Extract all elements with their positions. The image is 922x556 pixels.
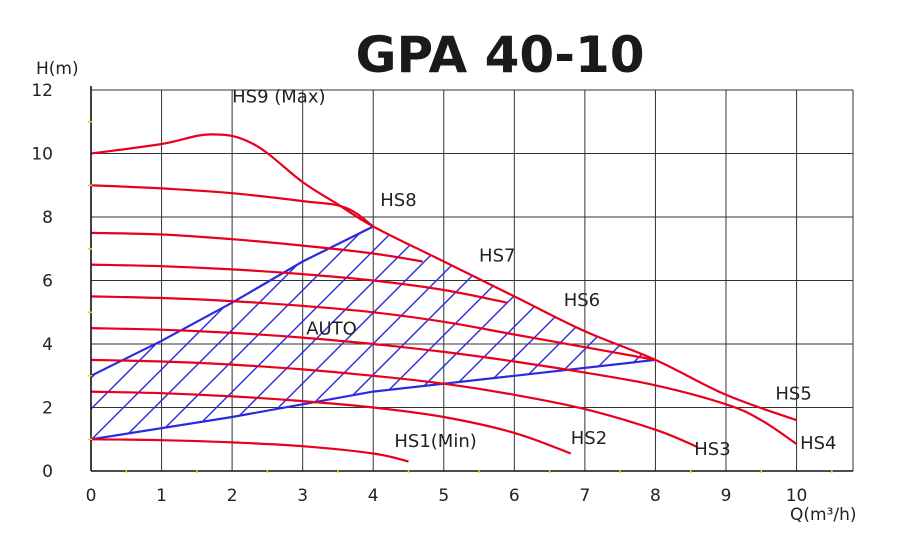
y-tick-label: 8 (42, 208, 53, 228)
hatch-line (121, 226, 423, 440)
series-line (90, 295, 656, 361)
x-tick-label: 6 (509, 486, 520, 506)
series-line (90, 184, 374, 228)
x-tick-label: 4 (368, 486, 379, 506)
hatch-line (369, 226, 656, 440)
hatch-line (91, 226, 361, 440)
series-line (90, 133, 797, 422)
x-tick-label: 3 (297, 486, 308, 506)
hatch-line (91, 226, 392, 440)
curve-label: HS5 (775, 384, 811, 405)
x-tick-label: 2 (227, 486, 238, 506)
hatch-line (0, 171, 81, 471)
x-tick-label: 9 (721, 486, 732, 506)
hatch-line (245, 226, 547, 440)
curve-label: HS7 (479, 245, 515, 266)
x-tick-label: 10 (786, 486, 808, 506)
auto-boundary-line (90, 358, 656, 441)
hatch-line (0, 171, 19, 471)
hatch-line (680, 171, 922, 471)
hatch-line (648, 226, 656, 440)
hatch-line (462, 226, 656, 440)
hatch-lines (0, 171, 922, 471)
series-line (90, 327, 798, 445)
series-line (90, 231, 423, 263)
hatch-line (897, 171, 922, 471)
y-tick-label: 12 (31, 81, 53, 101)
hatch-line (835, 171, 922, 471)
hatch-line (711, 171, 922, 471)
hatch-line (555, 226, 656, 440)
x-tick-label: 8 (650, 486, 661, 506)
hatch-line (524, 226, 656, 440)
curve-label: HS8 (380, 190, 416, 211)
curve-label: HS9 (Max) (232, 87, 325, 108)
auto-boundary-line (90, 225, 374, 377)
y-tick-label: 2 (42, 399, 53, 419)
y-tick-label: 4 (42, 335, 53, 355)
hatch-line (773, 171, 922, 471)
grid (91, 89, 854, 471)
hatch-line (866, 171, 922, 471)
curve-label: AUTO (306, 318, 357, 339)
hatch-line (214, 226, 516, 440)
hatch-line (617, 226, 656, 440)
chart-title: GPA 40-10 (355, 26, 644, 84)
series-line (90, 390, 572, 455)
hatch-line (91, 226, 237, 440)
hatch-line (586, 226, 656, 440)
y-tick-label: 10 (31, 145, 53, 165)
x-tick-label: 0 (86, 486, 97, 506)
x-tick-label: 5 (438, 486, 449, 506)
curve-label: HS4 (800, 433, 836, 454)
series-line (90, 358, 699, 449)
hatch-line (91, 226, 268, 440)
curve-labels: HS9 (Max) HS8 HS7 HS6 HS5 AUTO HS1(Min) HS2 HS3 H… (232, 87, 836, 460)
hatch-line (431, 226, 656, 440)
series-group (90, 133, 798, 463)
y-tick-label: 6 (42, 272, 53, 292)
hatch-line (91, 226, 175, 440)
curve-label: HS1(Min) (394, 431, 476, 452)
series-line (90, 263, 508, 304)
hatch-line (91, 226, 144, 440)
y-axis-label: H(m) (36, 59, 79, 79)
y-tick-label: 0 (42, 462, 53, 482)
curve-label: HS2 (571, 428, 607, 449)
hatch-line (804, 171, 922, 471)
x-axis-label: Q(m³/h) (790, 505, 857, 525)
x-tick-label: 7 (579, 486, 590, 506)
hatch-line (91, 226, 113, 440)
curve-label: HS3 (694, 439, 730, 460)
series-line (90, 438, 409, 463)
x-tick-label: 1 (156, 486, 167, 506)
curve-label: HS6 (564, 290, 600, 311)
auto-hatch-region (0, 171, 922, 471)
hatch-line (400, 226, 656, 440)
